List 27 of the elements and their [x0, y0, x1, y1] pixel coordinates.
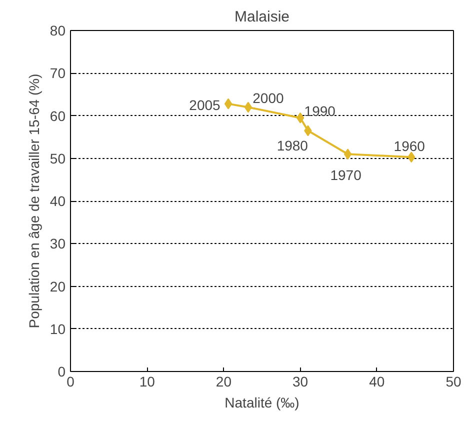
- y-axis-title: Population en âge de travailler 15-64 (%): [26, 74, 42, 328]
- y-tick-label: 80: [50, 22, 66, 38]
- point: [344, 148, 352, 160]
- point: [224, 98, 232, 110]
- y-tick-label: 50: [50, 150, 66, 166]
- annotation: 1980: [276, 138, 308, 154]
- x-tick-label: 50: [446, 374, 462, 390]
- annotation: 1970: [330, 167, 362, 184]
- y-tick-label: 40: [50, 193, 66, 209]
- annotation: 1990: [304, 102, 336, 119]
- annotation: 1960: [394, 138, 426, 154]
- x-tick-label: 40: [369, 374, 385, 390]
- y-tick-label: 20: [50, 278, 66, 294]
- annotation: 2000: [252, 90, 284, 106]
- y-tick-label: 60: [50, 108, 66, 124]
- x-tick-label: 30: [292, 374, 308, 390]
- chart-title: Malaisie: [234, 8, 290, 26]
- y-tick-label: 10: [50, 320, 66, 337]
- annotation: 2005: [189, 96, 221, 113]
- x-axis-title: Natalité (‰): [224, 394, 300, 410]
- y-tick-label: 0: [58, 364, 66, 380]
- point: [296, 112, 304, 124]
- point: [244, 102, 252, 113]
- x-tick-label: 10: [139, 374, 156, 390]
- y-tick-label: 30: [50, 236, 66, 252]
- x-tick-label: 20: [216, 374, 232, 390]
- y-tick-label: 70: [50, 65, 66, 82]
